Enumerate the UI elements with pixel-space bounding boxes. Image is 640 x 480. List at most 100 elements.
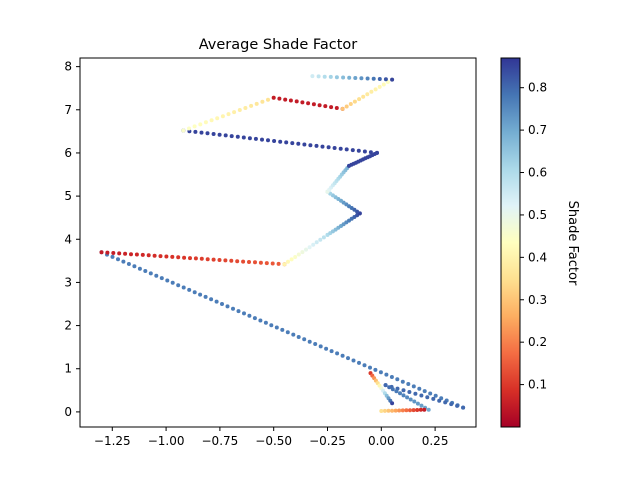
data-point xyxy=(229,134,234,139)
data-point xyxy=(193,256,198,261)
data-point xyxy=(237,108,242,112)
data-point xyxy=(182,255,187,260)
data-point xyxy=(386,408,391,413)
data-point xyxy=(290,141,295,146)
data-point xyxy=(277,96,282,101)
data-point xyxy=(181,128,186,133)
data-point xyxy=(320,144,325,149)
data-point xyxy=(346,356,350,361)
data-point xyxy=(340,106,345,111)
data-point xyxy=(99,250,104,255)
data-point xyxy=(405,395,410,400)
data-point xyxy=(304,247,308,252)
data-point xyxy=(369,89,374,94)
data-point xyxy=(146,253,151,258)
data-point xyxy=(198,292,203,297)
data-point xyxy=(241,259,246,264)
data-point xyxy=(373,367,378,372)
data-point xyxy=(401,393,406,398)
data-point xyxy=(223,258,228,263)
data-point xyxy=(411,384,416,389)
data-point xyxy=(266,97,270,102)
data-point xyxy=(247,260,251,264)
data-point xyxy=(143,269,148,273)
data-point xyxy=(117,251,122,256)
data-point xyxy=(188,256,192,261)
data-point xyxy=(193,129,198,134)
data-point xyxy=(387,385,392,390)
data-point xyxy=(314,143,319,148)
colorbar-label: Shade Factor xyxy=(565,201,580,286)
data-point xyxy=(209,118,214,123)
data-point xyxy=(192,290,197,295)
data-point xyxy=(249,103,254,108)
colorbar-tick-label: 0.8 xyxy=(528,81,547,95)
colorbar-ticks: 0.1 0.2 0.3 0.4 0.5 0.6 0.7 0.8 xyxy=(520,81,547,392)
data-point xyxy=(199,130,204,135)
data-point xyxy=(187,287,192,292)
data-point xyxy=(243,106,248,110)
data-point xyxy=(211,257,216,262)
y-axis: 0 1 2 3 4 5 6 7 8 xyxy=(64,60,80,419)
data-point xyxy=(203,294,208,299)
data-point xyxy=(110,254,115,259)
data-point xyxy=(236,309,241,314)
data-point xyxy=(203,120,208,125)
plot-frame xyxy=(79,57,477,428)
data-point xyxy=(296,335,301,339)
data-point xyxy=(368,150,373,155)
data-point xyxy=(401,388,406,393)
data-point xyxy=(260,99,265,104)
data-point xyxy=(322,74,327,79)
data-point xyxy=(158,254,163,259)
y-tick-label: 6 xyxy=(64,146,72,160)
data-point xyxy=(280,327,285,332)
data-point xyxy=(132,264,137,269)
data-point xyxy=(286,259,290,264)
data-point xyxy=(365,76,370,81)
data-point xyxy=(368,365,372,370)
data-point xyxy=(351,358,356,363)
colorbar-tick-label: 0.5 xyxy=(528,208,547,222)
data-point xyxy=(159,276,164,281)
data-point xyxy=(406,382,411,386)
data-point xyxy=(269,323,274,328)
data-point xyxy=(365,92,370,97)
data-point xyxy=(235,134,240,139)
chart-title: Average Shade Factor xyxy=(199,37,358,53)
data-point xyxy=(411,408,416,413)
data-point xyxy=(296,252,301,257)
data-point xyxy=(395,377,400,382)
data-point xyxy=(314,240,319,245)
data-point xyxy=(247,313,252,318)
data-point xyxy=(353,76,358,80)
data-point xyxy=(426,407,431,412)
data-point xyxy=(253,136,258,141)
data-point xyxy=(350,148,355,153)
data-point xyxy=(390,77,395,82)
data-point xyxy=(247,136,252,141)
data-point xyxy=(428,391,433,396)
data-point xyxy=(455,403,460,408)
data-point xyxy=(340,353,345,358)
colorbar-tick-label: 0.4 xyxy=(528,250,547,264)
data-point xyxy=(148,271,153,276)
data-point xyxy=(383,383,388,388)
data-point xyxy=(105,250,110,255)
data-point xyxy=(412,399,417,404)
data-point xyxy=(318,344,323,349)
data-point xyxy=(362,149,367,154)
data-point xyxy=(293,255,298,259)
y-tick-label: 3 xyxy=(64,275,72,289)
data-point xyxy=(311,242,316,247)
data-point xyxy=(198,122,203,127)
data-point xyxy=(307,339,312,344)
data-point xyxy=(254,101,259,106)
data-point xyxy=(443,400,448,405)
data-point xyxy=(211,132,216,136)
data-point xyxy=(344,147,349,152)
data-point xyxy=(415,408,420,412)
data-point xyxy=(220,302,224,306)
data-point xyxy=(276,261,281,266)
data-point xyxy=(318,237,323,242)
